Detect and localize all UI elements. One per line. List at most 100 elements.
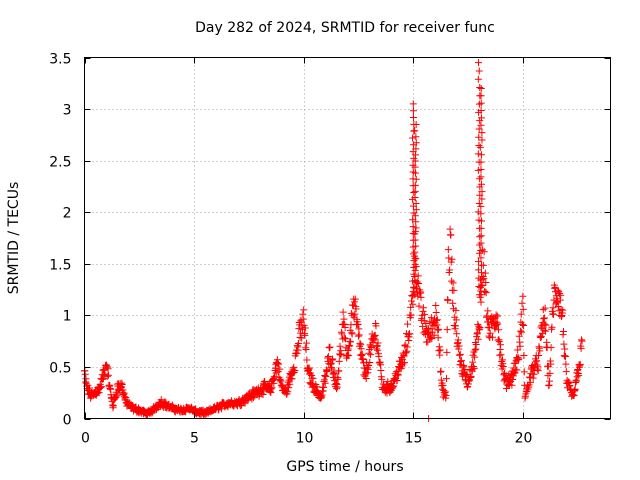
data-point bbox=[541, 304, 549, 312]
data-point bbox=[520, 351, 528, 359]
data-point bbox=[354, 332, 362, 340]
data-point bbox=[436, 346, 444, 354]
x-tick-label: 5 bbox=[190, 431, 199, 447]
data-point bbox=[411, 254, 419, 262]
data-point bbox=[402, 349, 410, 357]
data-point bbox=[542, 327, 550, 335]
data-point bbox=[514, 346, 522, 354]
data-point bbox=[399, 360, 407, 368]
data-point bbox=[406, 330, 414, 338]
data-point bbox=[271, 373, 279, 381]
data-point bbox=[540, 314, 548, 322]
data-point bbox=[537, 323, 545, 331]
data-point bbox=[478, 136, 486, 144]
data-point bbox=[578, 337, 586, 345]
data-point bbox=[366, 359, 374, 366]
data-point bbox=[443, 348, 451, 356]
data-point bbox=[409, 300, 417, 308]
data-point bbox=[477, 180, 485, 188]
plot-frame bbox=[84, 57, 611, 419]
data-point bbox=[410, 114, 418, 122]
data-point bbox=[559, 306, 567, 314]
data-point bbox=[478, 188, 486, 196]
data-point bbox=[476, 233, 484, 241]
data-point bbox=[412, 139, 420, 147]
data-point bbox=[520, 368, 528, 376]
data-point bbox=[474, 150, 482, 158]
data-point bbox=[486, 329, 494, 337]
data-point bbox=[378, 375, 386, 383]
data-point bbox=[97, 384, 105, 392]
data-point bbox=[554, 286, 562, 294]
data-point bbox=[411, 127, 419, 135]
data-point bbox=[411, 193, 419, 201]
data-point bbox=[341, 324, 349, 331]
data-point bbox=[400, 352, 408, 360]
data-point bbox=[444, 246, 452, 254]
data-point bbox=[371, 331, 379, 339]
data-point bbox=[409, 250, 417, 258]
data-point bbox=[324, 352, 332, 360]
data-point bbox=[542, 321, 550, 329]
data-point bbox=[481, 287, 489, 295]
data-point bbox=[520, 322, 528, 330]
data-point bbox=[339, 308, 347, 316]
data-point bbox=[305, 364, 313, 372]
data-point bbox=[560, 352, 568, 360]
data-point bbox=[412, 145, 420, 153]
data-point bbox=[412, 121, 420, 129]
data-point bbox=[448, 255, 456, 263]
data-point bbox=[268, 384, 276, 392]
data-point bbox=[367, 351, 375, 359]
data-point bbox=[497, 341, 505, 349]
data-point bbox=[419, 304, 427, 312]
y-tick-label: 3.5 bbox=[49, 52, 71, 68]
data-point bbox=[351, 295, 359, 303]
data-point bbox=[285, 384, 293, 392]
data-point bbox=[301, 331, 309, 339]
data-point bbox=[346, 337, 354, 345]
data-point bbox=[425, 329, 433, 337]
x-axis-label: GPS time / hours bbox=[286, 459, 403, 475]
data-point bbox=[412, 279, 420, 287]
data-point bbox=[400, 359, 408, 367]
data-point bbox=[259, 391, 267, 399]
data-point bbox=[481, 269, 489, 277]
data-point bbox=[517, 310, 525, 318]
data-point bbox=[526, 378, 534, 386]
data-point bbox=[409, 107, 417, 115]
data-point bbox=[549, 310, 557, 318]
data-point bbox=[435, 325, 443, 333]
data-point bbox=[444, 296, 452, 304]
data-markers bbox=[81, 59, 586, 422]
data-point bbox=[294, 339, 302, 347]
data-point bbox=[540, 315, 548, 323]
y-tick-label: 1.5 bbox=[49, 258, 71, 274]
data-point bbox=[519, 305, 527, 313]
data-point bbox=[536, 347, 544, 355]
data-point bbox=[450, 286, 458, 294]
data-point bbox=[300, 306, 308, 314]
data-point bbox=[417, 293, 425, 301]
data-point bbox=[329, 355, 337, 363]
data-point bbox=[477, 232, 485, 240]
data-point bbox=[352, 305, 360, 313]
data-point bbox=[411, 230, 419, 238]
data-point bbox=[365, 361, 373, 369]
data-point bbox=[547, 344, 555, 352]
data-point bbox=[427, 333, 435, 341]
data-point bbox=[492, 311, 500, 319]
data-point bbox=[476, 283, 484, 291]
data-point bbox=[493, 312, 501, 320]
data-point bbox=[249, 394, 257, 402]
data-point bbox=[476, 241, 484, 249]
x-tick-label: 0 bbox=[81, 431, 90, 447]
data-point bbox=[412, 169, 420, 177]
data-point bbox=[447, 231, 455, 239]
data-point bbox=[384, 378, 392, 386]
data-point bbox=[330, 369, 338, 377]
data-point bbox=[410, 189, 418, 197]
data-point bbox=[427, 325, 435, 333]
data-point bbox=[104, 371, 112, 379]
data-point bbox=[513, 366, 521, 374]
